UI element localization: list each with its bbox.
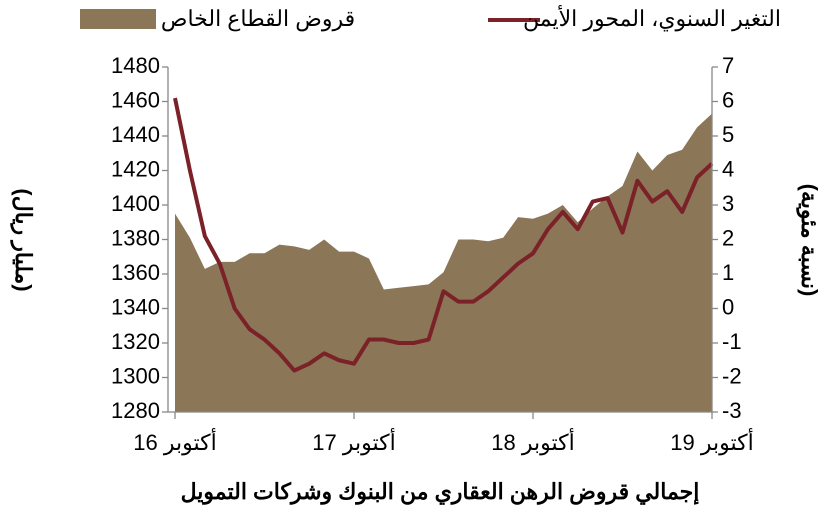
area [175, 113, 712, 412]
x-tick-label: أكتوبر 19 [670, 427, 753, 456]
x-tick-label: أكتوبر 17 [312, 427, 395, 456]
chart-title: إجمالي قروض الرهن العقاري من البنوك وشرك… [181, 479, 700, 506]
y-tick-label: 1280 [111, 398, 160, 423]
y2-tick-label: 3 [722, 191, 734, 216]
x-tick-label: أكتوبر 16 [133, 427, 216, 456]
x-tick-label: أكتوبر 18 [491, 427, 574, 456]
legend-label: التغير السنوي، المحور الأيمن [523, 4, 781, 32]
y2-tick-label: 7 [722, 53, 734, 78]
y2-tick-label: -2 [722, 363, 742, 388]
y-tick-label: 1340 [111, 294, 160, 319]
y2-tick-label: 2 [722, 225, 734, 250]
y-tick-label: 1440 [111, 122, 160, 147]
y2-tick-label: 4 [722, 156, 734, 181]
y-tick-label: 1400 [111, 191, 160, 216]
y2-tick-label: 5 [722, 122, 734, 147]
legend-label: قروض القطاع الخاص [161, 6, 355, 32]
y2-axis-label: (نسبة مئوية) [796, 184, 822, 297]
y2-tick-label: -1 [722, 329, 742, 354]
y-tick-label: 1380 [111, 225, 160, 250]
y-tick-label: 1420 [111, 156, 160, 181]
y-tick-label: 1300 [111, 363, 160, 388]
y-tick-label: 1460 [111, 87, 160, 112]
y2-tick-label: 1 [722, 260, 734, 285]
line [173, 97, 714, 373]
y2-tick-label: -3 [722, 398, 742, 423]
legend-swatch [80, 9, 156, 29]
y2-tick-label: 0 [722, 294, 734, 319]
y-tick-label: 1320 [111, 329, 160, 354]
y2-tick-label: 6 [722, 87, 734, 112]
y-tick-label: 1360 [111, 260, 160, 285]
y-tick-label: 1480 [111, 53, 160, 78]
y-axis-label: (مليار ريال) [10, 188, 36, 291]
